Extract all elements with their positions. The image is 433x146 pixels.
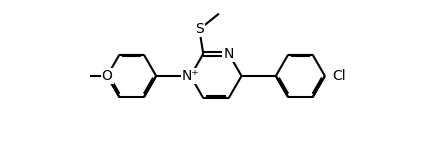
Text: N⁺: N⁺	[182, 69, 199, 83]
Text: S: S	[195, 22, 204, 36]
Text: O: O	[102, 69, 113, 83]
Text: N: N	[223, 47, 234, 61]
Text: Cl: Cl	[333, 69, 346, 83]
